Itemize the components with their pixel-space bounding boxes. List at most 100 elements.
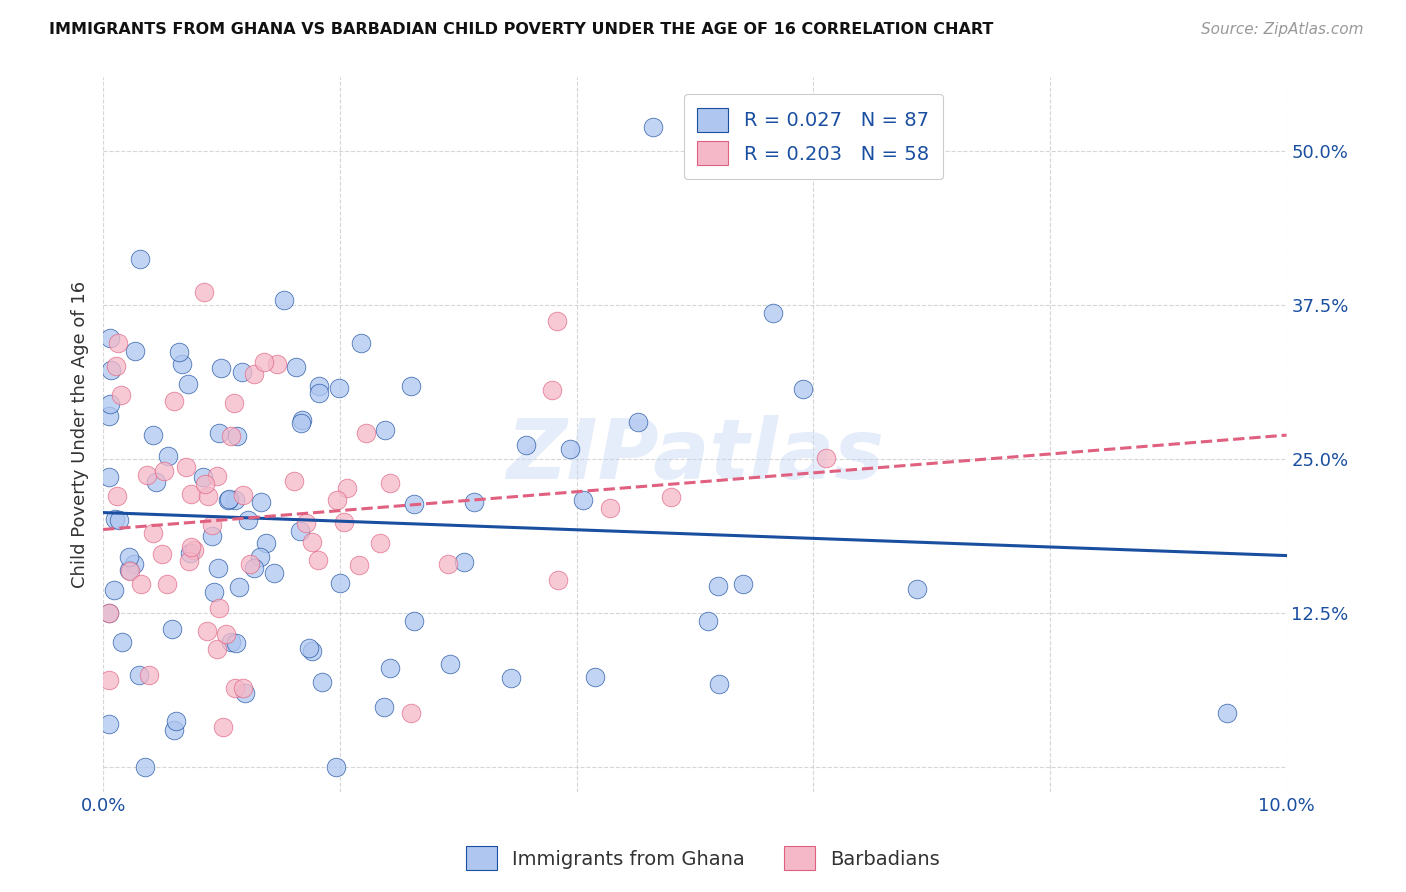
Point: [308, 386, 330, 401]
Text: IMMIGRANTS FROM GHANA VS BARBADIAN CHILD POVERTY UNDER THE AGE OF 16 CORRELATION: IMMIGRANTS FROM GHANA VS BARBADIAN CHILD…: [49, 22, 994, 37]
Point: [762, 306, 785, 320]
Point: [118, 549, 141, 564]
Point: [209, 361, 232, 376]
Point: [183, 542, 205, 557]
Point: [326, 493, 349, 508]
Point: [205, 642, 228, 657]
Point: [627, 415, 650, 429]
Point: [194, 477, 217, 491]
Point: [174, 459, 197, 474]
Point: [378, 661, 401, 675]
Point: [599, 501, 621, 516]
Point: [378, 476, 401, 491]
Point: [201, 518, 224, 533]
Point: [224, 493, 246, 508]
Point: [163, 394, 186, 409]
Point: [659, 491, 682, 505]
Point: [697, 615, 720, 629]
Text: Source: ZipAtlas.com: Source: ZipAtlas.com: [1201, 22, 1364, 37]
Point: [273, 293, 295, 308]
Point: [122, 557, 145, 571]
Point: [207, 560, 229, 574]
Point: [107, 335, 129, 350]
Point: [129, 252, 152, 267]
Point: [211, 720, 233, 734]
Point: [98, 397, 121, 411]
Point: [332, 515, 354, 529]
Point: [215, 627, 238, 641]
Point: [208, 426, 231, 441]
Point: [402, 614, 425, 628]
Point: [180, 487, 202, 501]
Point: [298, 640, 321, 655]
Point: [236, 513, 259, 527]
Point: [232, 681, 254, 695]
Point: [145, 475, 167, 489]
Point: [301, 534, 323, 549]
Point: [335, 481, 357, 495]
Point: [98, 331, 121, 345]
Point: [167, 345, 190, 359]
Y-axis label: Child Poverty Under the Age of 16: Child Poverty Under the Age of 16: [72, 281, 89, 588]
Point: [105, 489, 128, 503]
Point: [129, 577, 152, 591]
Point: [225, 636, 247, 650]
Point: [571, 493, 593, 508]
Point: [172, 357, 194, 371]
Point: [290, 416, 312, 430]
Point: [263, 566, 285, 580]
Point: [142, 428, 165, 442]
Point: [295, 516, 318, 530]
Point: [288, 524, 311, 539]
Point: [401, 706, 423, 720]
Point: [98, 717, 121, 731]
Point: [197, 489, 219, 503]
Point: [439, 657, 461, 672]
Point: [98, 673, 121, 687]
Point: [193, 285, 215, 299]
Point: [219, 429, 242, 443]
Point: [219, 635, 242, 649]
Point: [233, 686, 256, 700]
Legend: Immigrants from Ghana, Barbadians: Immigrants from Ghana, Barbadians: [458, 838, 948, 878]
Point: [501, 672, 523, 686]
Point: [207, 468, 229, 483]
Point: [249, 549, 271, 564]
Point: [436, 558, 458, 572]
Point: [180, 541, 202, 555]
Point: [108, 513, 131, 527]
Point: [224, 396, 246, 410]
Point: [453, 555, 475, 569]
Point: [242, 367, 264, 381]
Point: [325, 760, 347, 774]
Point: [290, 413, 312, 427]
Point: [238, 557, 260, 571]
Point: [98, 409, 121, 423]
Point: [350, 336, 373, 351]
Point: [373, 700, 395, 714]
Point: [150, 547, 173, 561]
Point: [242, 561, 264, 575]
Point: [515, 438, 537, 452]
Point: [120, 565, 142, 579]
Point: [266, 357, 288, 371]
Point: [138, 668, 160, 682]
Point: [124, 344, 146, 359]
Point: [100, 362, 122, 376]
Point: [253, 355, 276, 369]
Point: [162, 622, 184, 636]
Point: [354, 425, 377, 440]
Point: [195, 624, 218, 638]
Point: [111, 634, 134, 648]
Point: [142, 526, 165, 541]
Point: [104, 511, 127, 525]
Point: [208, 601, 231, 615]
Point: [284, 360, 307, 375]
Point: [201, 528, 224, 542]
Point: [179, 554, 201, 568]
Point: [347, 558, 370, 572]
Point: [103, 582, 125, 597]
Point: [232, 488, 254, 502]
Point: [163, 723, 186, 738]
Point: [134, 760, 156, 774]
